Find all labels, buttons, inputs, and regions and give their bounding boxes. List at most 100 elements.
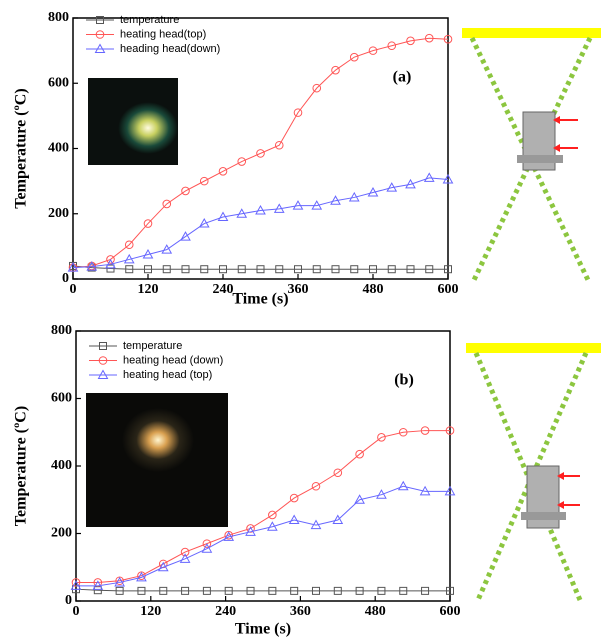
marker	[246, 586, 255, 595]
marker	[274, 140, 284, 150]
marker	[161, 244, 173, 254]
marker	[219, 265, 227, 274]
marker	[349, 52, 359, 62]
x-axis-title: Time (s)	[235, 621, 291, 638]
series-line	[76, 485, 450, 587]
y-tick-label: 400	[51, 458, 72, 473]
marker	[142, 249, 154, 259]
marker	[106, 255, 115, 264]
marker	[245, 526, 256, 536]
x-tick-label: 240	[215, 604, 236, 619]
y-tick-label: 400	[48, 141, 69, 156]
annotation: (b)	[394, 372, 414, 389]
x-tick-label: 480	[363, 282, 384, 297]
marker	[157, 561, 169, 572]
y-tick-label: 600	[48, 75, 69, 90]
plate	[521, 512, 566, 520]
marker	[237, 157, 247, 166]
marker	[114, 576, 125, 587]
marker	[442, 173, 454, 184]
marker	[312, 83, 322, 93]
marker	[180, 231, 191, 241]
marker	[419, 485, 431, 496]
marker	[405, 178, 416, 189]
marker	[312, 265, 321, 274]
marker	[179, 553, 191, 563]
marker	[217, 211, 229, 222]
marker	[181, 265, 190, 274]
series-line	[72, 265, 448, 270]
x-tick-label: 480	[365, 604, 386, 619]
marker	[444, 485, 456, 496]
arrowhead	[557, 501, 564, 509]
marker	[143, 219, 153, 228]
marker	[92, 580, 104, 590]
marker	[266, 521, 278, 531]
y-tick-label: 600	[51, 391, 72, 406]
arrowhead	[557, 472, 564, 480]
marker	[105, 258, 116, 269]
plate	[517, 155, 563, 163]
marker	[159, 586, 168, 595]
marker	[367, 187, 379, 197]
marker	[94, 43, 106, 53]
x-axis-title: Time (s)	[232, 291, 288, 308]
y-tick-label: 0	[62, 271, 69, 286]
marker	[399, 586, 408, 595]
legend-label: heating head(top)	[120, 28, 206, 40]
x-tick-label: 360	[290, 604, 311, 619]
marker	[292, 200, 304, 210]
marker	[218, 167, 228, 176]
series-line	[72, 177, 449, 269]
marker	[199, 176, 209, 186]
marker	[406, 36, 415, 46]
legend-label: temperature	[120, 14, 179, 26]
marker	[136, 571, 147, 582]
marker	[369, 265, 377, 274]
x-tick-label: 120	[138, 282, 159, 297]
x-tick-label: 0	[70, 282, 77, 297]
marker	[311, 481, 321, 491]
marker	[386, 182, 398, 192]
marker	[97, 369, 109, 379]
marker	[268, 510, 277, 520]
marker	[444, 265, 452, 274]
marker	[377, 586, 386, 595]
marker	[443, 34, 453, 44]
marker	[115, 586, 124, 595]
marker	[96, 16, 104, 24]
legend-label: temperature	[123, 340, 182, 352]
marker	[294, 265, 302, 274]
marker	[256, 265, 265, 274]
marker	[311, 586, 320, 595]
y-axis-title: Temperature (ºC)	[13, 88, 30, 208]
marker	[293, 108, 303, 117]
marker	[424, 33, 434, 43]
marker	[86, 261, 98, 271]
marker	[420, 426, 430, 435]
marker	[162, 265, 171, 274]
marker	[330, 195, 341, 205]
marker	[95, 30, 105, 39]
x-tick-label: 120	[140, 604, 161, 619]
legend-label: heading head(down)	[120, 43, 220, 55]
marker	[202, 539, 212, 548]
x-tick-label: 240	[213, 282, 234, 297]
x-tick-label: 600	[438, 282, 459, 297]
marker	[398, 427, 408, 437]
marker	[311, 200, 323, 210]
marker	[256, 149, 265, 158]
x-tick-label: 360	[288, 282, 309, 297]
legend-label: heating head (down)	[123, 354, 223, 366]
marker	[200, 265, 209, 274]
y-tick-label: 0	[65, 593, 72, 608]
y-tick-label: 800	[51, 323, 72, 338]
marker	[223, 531, 235, 541]
marker	[368, 46, 378, 55]
marker	[387, 265, 396, 274]
marker	[237, 265, 246, 274]
marker	[290, 586, 299, 595]
heater-bar	[466, 343, 601, 353]
marker	[376, 489, 387, 499]
y-tick-label: 800	[48, 10, 69, 25]
